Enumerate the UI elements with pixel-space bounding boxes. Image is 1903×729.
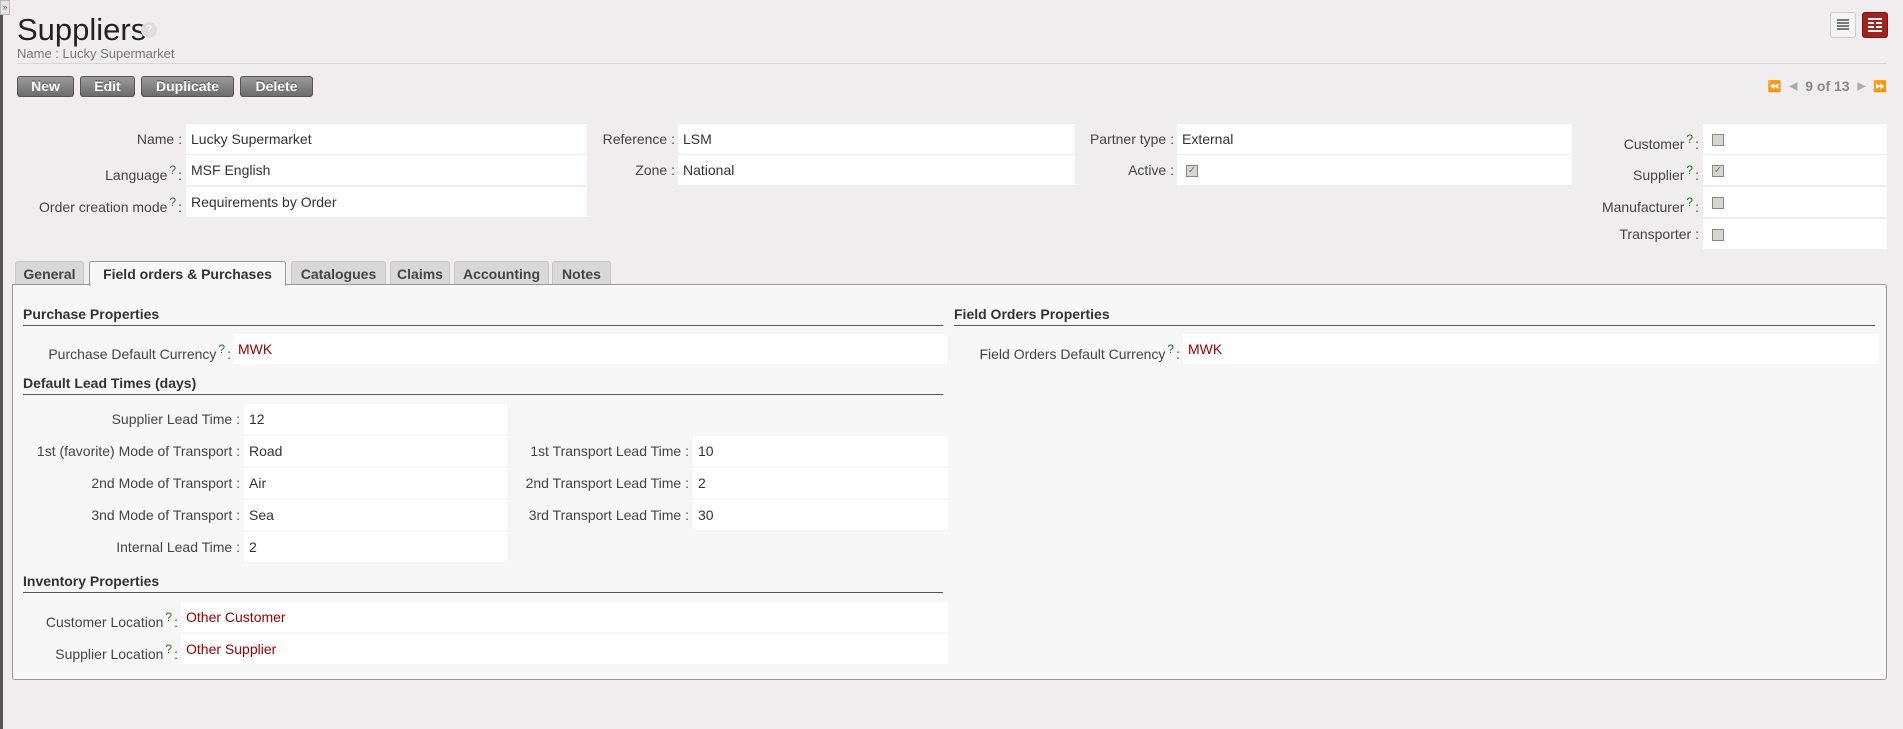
partner-type-field[interactable]: External	[1177, 124, 1572, 154]
help-icon[interactable]: ?	[165, 610, 173, 624]
customer-location-field[interactable]: Other Customer	[181, 602, 948, 632]
supplier-location-field[interactable]: Other Supplier	[181, 634, 948, 664]
active-field: ✓	[1177, 155, 1572, 185]
lt3-field[interactable]: 30	[693, 500, 948, 530]
manufacturer-label: Manufacturer?:	[1601, 195, 1699, 215]
field-orders-properties-heading: Field Orders Properties	[954, 306, 1875, 326]
lt3-label: 3rd Transport Lead Time :	[528, 507, 689, 523]
mode1-field[interactable]: Road	[244, 436, 507, 466]
supplier-checkbox[interactable]: ✓	[1712, 165, 1724, 178]
form-view-button[interactable]	[1862, 12, 1888, 38]
help-icon[interactable]: ?	[1167, 342, 1175, 356]
purchase-currency-label: Purchase Default Currency?:	[48, 342, 231, 362]
name-field[interactable]: Lucky Supermarket	[186, 124, 587, 154]
help-icon[interactable]: ?	[141, 22, 157, 38]
list-view-button[interactable]	[1830, 12, 1856, 38]
customer-checkbox[interactable]	[1712, 134, 1724, 147]
field-orders-currency-label: Field Orders Default Currency?:	[979, 342, 1180, 362]
zone-label: Zone :	[635, 162, 675, 178]
divider	[17, 63, 1887, 64]
manufacturer-field	[1703, 187, 1887, 217]
lt2-field[interactable]: 2	[693, 468, 948, 498]
tab-catalogues[interactable]: Catalogues	[291, 261, 386, 285]
mode2-field[interactable]: Air	[244, 468, 507, 498]
language-label: Language?:	[105, 163, 182, 183]
tab-notes[interactable]: Notes	[552, 261, 611, 285]
partner-type-label: Partner type :	[1089, 131, 1174, 147]
lt1-label: 1st Transport Lead Time :	[530, 443, 689, 459]
mode3-label: 3nd Mode of Transport :	[91, 507, 240, 523]
supplier-lead-time-field[interactable]: 12	[244, 404, 507, 434]
pager: ⏪ ◀ 9 of 13 ▶ ⏩	[1768, 78, 1887, 94]
tab-accounting[interactable]: Accounting	[454, 261, 549, 285]
page-title: Suppliers	[17, 12, 147, 47]
order-mode-label: Order creation mode?:	[39, 195, 182, 215]
left-border	[0, 0, 3, 729]
delete-button[interactable]: Delete	[240, 76, 313, 97]
first-record-icon[interactable]: ⏪	[1767, 80, 1782, 93]
help-icon[interactable]: ?	[165, 642, 173, 656]
next-record-icon[interactable]: ▶	[1857, 80, 1866, 92]
help-icon[interactable]: ?	[1686, 195, 1694, 209]
supplier-field: ✓	[1703, 155, 1887, 185]
mode2-label: 2nd Mode of Transport :	[91, 475, 240, 491]
new-button[interactable]: New	[17, 76, 74, 97]
purchase-properties-heading: Purchase Properties	[23, 306, 943, 326]
name-label: Name :	[136, 131, 182, 147]
active-label: Active :	[1128, 162, 1174, 178]
internal-lead-time-label: Internal Lead Time :	[116, 539, 240, 555]
supplier-location-label: Supplier Location?:	[55, 642, 178, 662]
mode1-label: 1st (favorite) Mode of Transport :	[36, 443, 240, 459]
order-mode-field[interactable]: Requirements by Order	[186, 187, 587, 217]
form-view-icon	[1868, 18, 1882, 32]
record-subtitle: Name : Lucky Supermarket	[17, 46, 175, 61]
purchase-currency-field[interactable]: MWK	[233, 334, 947, 364]
duplicate-button[interactable]: Duplicate	[141, 76, 234, 97]
lead-times-heading: Default Lead Times (days)	[23, 375, 943, 395]
help-icon[interactable]: ?	[169, 163, 177, 177]
supplier-lead-time-label: Supplier Lead Time :	[111, 411, 240, 427]
customer-label: Customer?:	[1623, 132, 1699, 152]
active-checkbox[interactable]: ✓	[1186, 165, 1198, 178]
edit-button[interactable]: Edit	[80, 76, 135, 97]
last-record-icon[interactable]: ⏩	[1873, 80, 1887, 93]
field-orders-currency-field[interactable]: MWK	[1183, 334, 1879, 364]
mode3-field[interactable]: Sea	[244, 500, 507, 530]
language-field[interactable]: MSF English	[186, 155, 587, 185]
customer-location-label: Customer Location?:	[45, 610, 178, 630]
lt2-label: 2nd Transport Lead Time :	[525, 475, 689, 491]
tab-field-orders-purchases[interactable]: Field orders & Purchases	[89, 261, 286, 286]
list-view-icon	[1837, 19, 1849, 30]
manufacturer-checkbox[interactable]	[1712, 197, 1724, 210]
transporter-checkbox[interactable]	[1712, 229, 1724, 242]
transporter-label: Transporter :	[1619, 226, 1699, 242]
sidebar-toggle[interactable]: »	[0, 0, 10, 15]
tab-general[interactable]: General	[15, 261, 84, 285]
help-icon[interactable]: ?	[169, 195, 177, 209]
transporter-field	[1703, 219, 1887, 249]
tab-claims[interactable]: Claims	[390, 261, 450, 285]
help-icon[interactable]: ?	[218, 342, 226, 356]
zone-field[interactable]: National	[678, 155, 1075, 185]
prev-record-icon[interactable]: ◀	[1789, 80, 1798, 92]
inventory-properties-heading: Inventory Properties	[23, 573, 943, 593]
internal-lead-time-field[interactable]: 2	[244, 532, 507, 562]
help-icon[interactable]: ?	[1686, 132, 1694, 146]
supplier-label: Supplier?:	[1633, 163, 1699, 183]
reference-label: Reference :	[602, 131, 675, 147]
reference-field[interactable]: LSM	[678, 124, 1075, 154]
lt1-field[interactable]: 10	[693, 436, 948, 466]
pager-text: 9 of 13	[1805, 78, 1850, 94]
help-icon[interactable]: ?	[1686, 163, 1694, 177]
customer-field	[1703, 124, 1887, 154]
